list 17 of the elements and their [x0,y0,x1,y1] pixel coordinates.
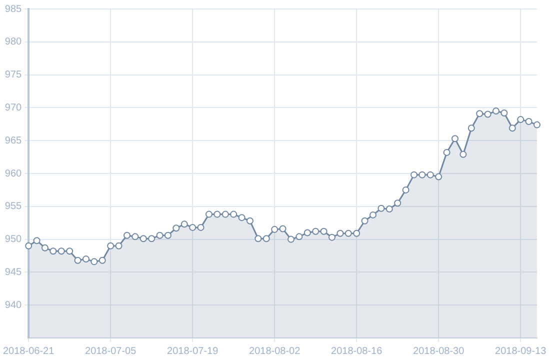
x-tick-label: 2018-08-30 [413,346,465,357]
x-tick-label: 2018-07-19 [167,346,219,357]
y-tick-label: 955 [4,201,22,212]
y-tick-label: 965 [4,135,22,146]
y-tick-label: 975 [4,70,22,81]
y-tick-label: 960 [4,168,22,180]
x-tick-label: 2018-08-02 [249,346,301,357]
y-tick-label: 980 [4,36,22,48]
x-tick-label: 2018-09-13 [495,346,547,357]
y-tick-label: 970 [4,102,22,114]
x-tick-label: 2018-06-21 [3,346,55,357]
y-tick-label: 940 [4,300,22,311]
x-tick-label: 2018-08-16 [331,346,383,357]
y-tick-label: 945 [4,266,22,278]
y-tick-label: 985 [4,4,22,15]
x-tick-label: 2018-07-05 [85,346,137,357]
y-tick-label: 950 [4,234,22,246]
